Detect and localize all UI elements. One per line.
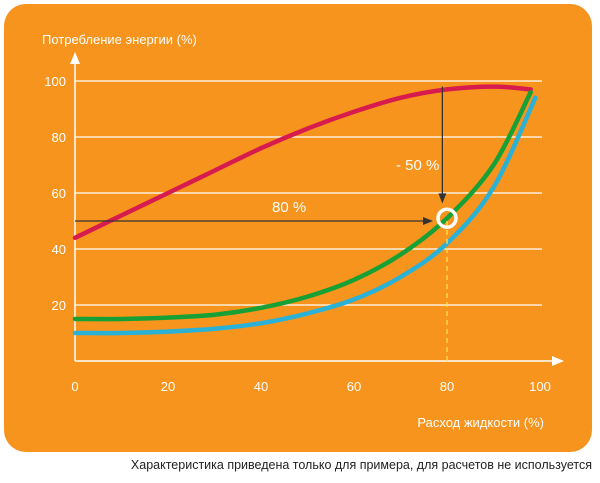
y-tick-label-20: 20 bbox=[52, 298, 66, 313]
x-axis-arrowhead bbox=[552, 356, 564, 366]
x-tick-label-80: 80 bbox=[440, 379, 454, 394]
vertical-arrow-label: - 50 % bbox=[396, 157, 439, 174]
operating-point-marker bbox=[436, 207, 458, 229]
y-tick-label-80: 80 bbox=[52, 130, 66, 145]
y-tick-label-100: 100 bbox=[44, 74, 66, 89]
y-axis-arrowhead bbox=[70, 52, 80, 64]
x-axis-title: Расход жидкости (%) bbox=[417, 415, 544, 430]
vertical-arrowhead bbox=[438, 193, 447, 204]
y-axis-title: Потребление энергии (%) bbox=[42, 32, 197, 47]
annotations: 80 % - 50 % bbox=[75, 86, 458, 361]
horizontal-arrowhead bbox=[423, 217, 433, 225]
series-group bbox=[72, 84, 538, 336]
grid-lines bbox=[75, 80, 542, 306]
x-tick-label-0: 0 bbox=[71, 379, 78, 394]
y-tick-label-60: 60 bbox=[52, 186, 66, 201]
x-tick-label-60: 60 bbox=[347, 379, 361, 394]
series-line-green bbox=[72, 89, 533, 322]
x-tick-label-20: 20 bbox=[161, 379, 175, 394]
energy-flow-chart: 20 40 60 80 100 0 20 40 60 80 100 80 % - 50 % Потре… bbox=[42, 32, 564, 430]
x-tick-label-40: 40 bbox=[254, 379, 268, 394]
chart-panel: 20 40 60 80 100 0 20 40 60 80 100 80 % - 50 % Потре… bbox=[4, 4, 592, 452]
axes bbox=[70, 52, 564, 366]
series-line-blue bbox=[72, 95, 538, 336]
horizontal-arrow-label: 80 % bbox=[272, 199, 306, 216]
disclaimer-caption: Характеристика приведена только для прим… bbox=[130, 458, 592, 472]
tick-labels: 20 40 60 80 100 0 20 40 60 80 100 bbox=[44, 74, 551, 394]
y-tick-label-40: 40 bbox=[52, 242, 66, 257]
series-line-red bbox=[72, 84, 533, 241]
x-tick-label-100: 100 bbox=[529, 379, 551, 394]
